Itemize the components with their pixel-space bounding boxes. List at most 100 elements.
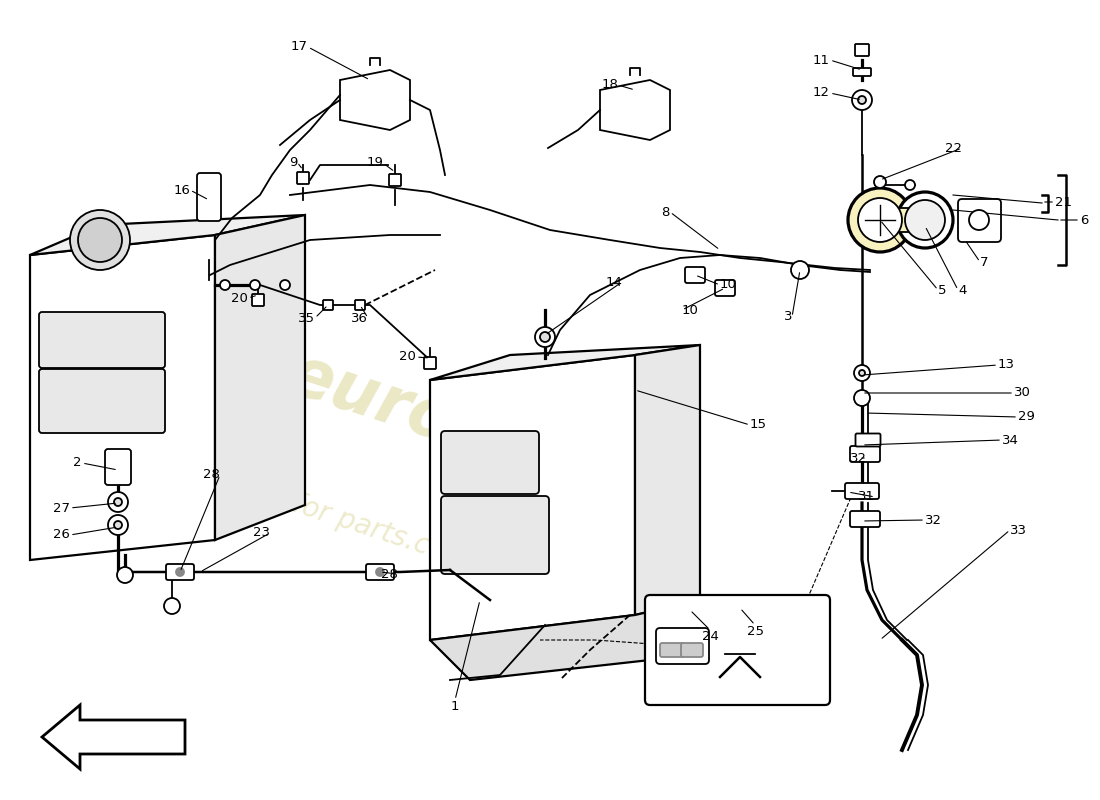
Circle shape bbox=[70, 210, 130, 270]
Circle shape bbox=[791, 261, 808, 279]
Circle shape bbox=[78, 218, 122, 262]
FancyBboxPatch shape bbox=[681, 643, 703, 657]
Text: 20: 20 bbox=[399, 350, 416, 363]
Text: 5: 5 bbox=[938, 283, 946, 297]
FancyBboxPatch shape bbox=[850, 446, 880, 462]
FancyBboxPatch shape bbox=[441, 431, 539, 494]
Polygon shape bbox=[600, 80, 670, 140]
Text: 26: 26 bbox=[53, 529, 70, 542]
Text: 28: 28 bbox=[204, 469, 220, 482]
Text: 25: 25 bbox=[747, 625, 763, 638]
Polygon shape bbox=[430, 345, 700, 380]
Text: 32: 32 bbox=[925, 514, 942, 526]
Text: 24: 24 bbox=[702, 630, 718, 643]
Circle shape bbox=[108, 515, 128, 535]
Text: 30: 30 bbox=[1014, 386, 1031, 399]
Text: 33: 33 bbox=[1010, 523, 1027, 537]
Text: 21: 21 bbox=[1055, 195, 1072, 209]
Text: 23: 23 bbox=[253, 526, 270, 539]
FancyBboxPatch shape bbox=[645, 595, 830, 705]
Circle shape bbox=[896, 192, 953, 248]
Circle shape bbox=[176, 568, 184, 576]
FancyBboxPatch shape bbox=[355, 300, 365, 310]
Text: 2: 2 bbox=[74, 457, 82, 470]
Text: 18: 18 bbox=[601, 78, 618, 91]
Circle shape bbox=[114, 498, 122, 506]
Text: 6: 6 bbox=[1080, 214, 1088, 226]
FancyBboxPatch shape bbox=[441, 496, 549, 574]
FancyBboxPatch shape bbox=[39, 369, 165, 433]
Polygon shape bbox=[30, 235, 214, 560]
Text: 4: 4 bbox=[958, 283, 967, 297]
Polygon shape bbox=[340, 70, 410, 130]
FancyBboxPatch shape bbox=[715, 280, 735, 296]
FancyBboxPatch shape bbox=[873, 208, 927, 232]
Text: 19: 19 bbox=[366, 157, 383, 170]
Text: 31: 31 bbox=[858, 490, 874, 503]
Text: europarts: europarts bbox=[280, 342, 651, 518]
Text: 15: 15 bbox=[750, 418, 767, 431]
Text: 9: 9 bbox=[288, 155, 297, 169]
Text: 13: 13 bbox=[998, 358, 1015, 371]
Text: 28: 28 bbox=[381, 567, 398, 581]
Circle shape bbox=[250, 280, 260, 290]
FancyBboxPatch shape bbox=[855, 44, 869, 56]
Text: 35: 35 bbox=[298, 311, 315, 325]
Circle shape bbox=[854, 365, 870, 381]
Circle shape bbox=[540, 332, 550, 342]
Text: 36: 36 bbox=[351, 311, 369, 325]
Circle shape bbox=[905, 200, 945, 240]
Polygon shape bbox=[430, 355, 635, 640]
FancyBboxPatch shape bbox=[845, 483, 879, 499]
Circle shape bbox=[376, 568, 384, 576]
Text: 3: 3 bbox=[783, 310, 792, 323]
Text: 17: 17 bbox=[292, 41, 308, 54]
FancyBboxPatch shape bbox=[197, 173, 221, 221]
FancyBboxPatch shape bbox=[166, 564, 194, 580]
Circle shape bbox=[280, 280, 290, 290]
FancyBboxPatch shape bbox=[856, 434, 880, 446]
Circle shape bbox=[969, 210, 989, 230]
FancyBboxPatch shape bbox=[297, 172, 309, 184]
Circle shape bbox=[874, 176, 886, 188]
Text: 10: 10 bbox=[682, 303, 698, 317]
FancyBboxPatch shape bbox=[850, 511, 880, 527]
Circle shape bbox=[858, 198, 902, 242]
Text: 29: 29 bbox=[1018, 410, 1035, 423]
FancyBboxPatch shape bbox=[323, 300, 333, 310]
Circle shape bbox=[108, 492, 128, 512]
Circle shape bbox=[859, 370, 865, 376]
Circle shape bbox=[535, 327, 556, 347]
Circle shape bbox=[852, 90, 872, 110]
Text: 22: 22 bbox=[945, 142, 962, 154]
Text: 20: 20 bbox=[231, 291, 248, 305]
FancyBboxPatch shape bbox=[389, 174, 402, 186]
Circle shape bbox=[854, 390, 870, 406]
Polygon shape bbox=[30, 215, 305, 255]
Circle shape bbox=[848, 188, 912, 252]
Text: 32: 32 bbox=[850, 451, 867, 465]
Text: 16: 16 bbox=[173, 183, 190, 197]
Circle shape bbox=[164, 598, 180, 614]
FancyBboxPatch shape bbox=[252, 294, 264, 306]
FancyBboxPatch shape bbox=[366, 564, 394, 580]
Text: 11: 11 bbox=[813, 54, 830, 66]
Text: 12: 12 bbox=[813, 86, 830, 99]
FancyBboxPatch shape bbox=[685, 267, 705, 283]
Polygon shape bbox=[635, 345, 700, 615]
Text: 8: 8 bbox=[661, 206, 670, 218]
FancyBboxPatch shape bbox=[958, 199, 1001, 242]
FancyBboxPatch shape bbox=[852, 68, 871, 76]
FancyBboxPatch shape bbox=[656, 628, 710, 664]
Text: 14: 14 bbox=[605, 275, 621, 289]
Text: a passion for parts.com: a passion for parts.com bbox=[155, 446, 475, 574]
FancyBboxPatch shape bbox=[104, 449, 131, 485]
Circle shape bbox=[905, 180, 915, 190]
Circle shape bbox=[220, 280, 230, 290]
FancyBboxPatch shape bbox=[660, 643, 684, 657]
Text: 10: 10 bbox=[720, 278, 737, 291]
Polygon shape bbox=[430, 600, 700, 680]
Text: 7: 7 bbox=[980, 255, 989, 269]
FancyBboxPatch shape bbox=[39, 312, 165, 368]
Circle shape bbox=[114, 521, 122, 529]
